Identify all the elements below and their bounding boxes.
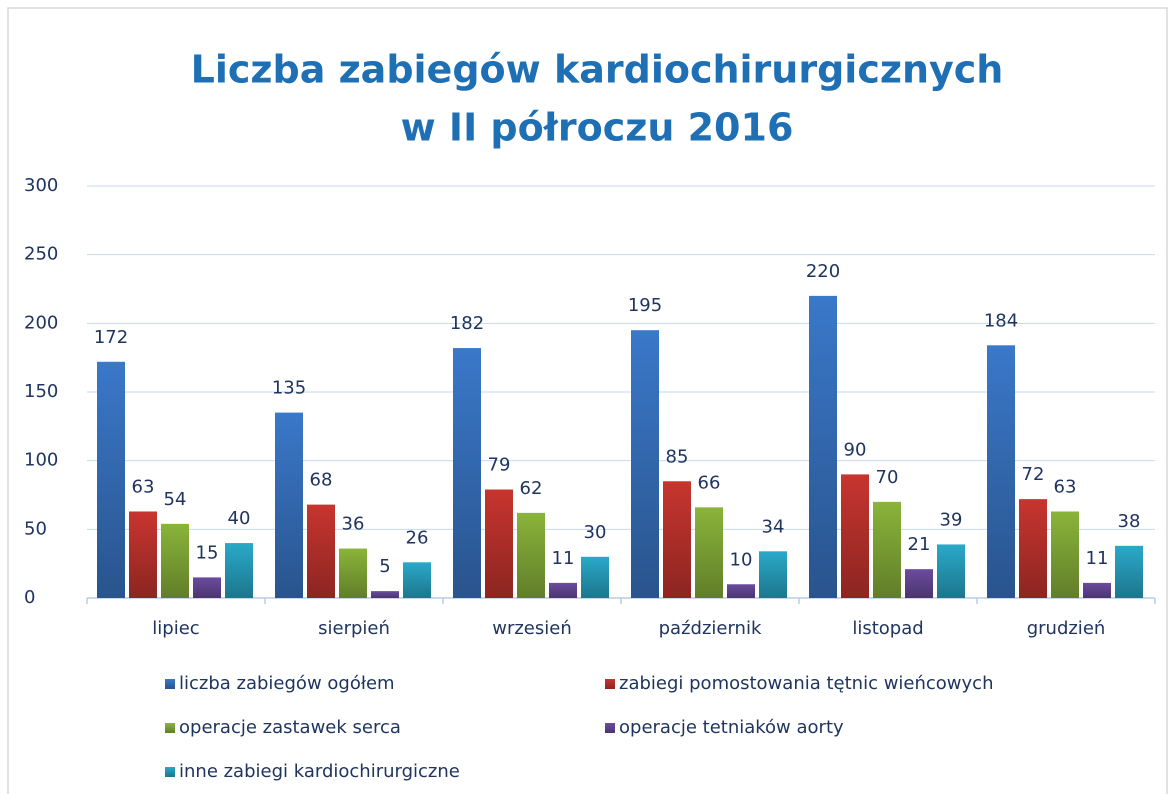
legend-swatch xyxy=(605,723,615,733)
data-label: 26 xyxy=(406,527,429,548)
data-label: 30 xyxy=(584,522,607,543)
bar xyxy=(873,501,901,598)
data-label: 182 xyxy=(450,313,484,334)
data-label: 5 xyxy=(379,556,390,577)
y-tick-label: 250 xyxy=(24,244,58,265)
bar xyxy=(307,504,335,598)
legend-swatch xyxy=(165,679,175,689)
y-tick-label: 300 xyxy=(24,175,58,196)
legend-label: zabiegi pomostowania tętnic wieńcowych xyxy=(619,673,993,694)
x-tick-label: grudzień xyxy=(1027,618,1106,639)
bar xyxy=(937,544,965,598)
bar xyxy=(905,569,933,598)
data-label: 10 xyxy=(730,549,753,570)
data-label: 172 xyxy=(94,327,128,348)
x-tick-label: listopad xyxy=(852,618,923,639)
x-tick-label: wrzesień xyxy=(492,618,572,639)
bar xyxy=(727,584,755,598)
legend-label: operacje tetniaków aorty xyxy=(619,717,844,738)
bar xyxy=(987,345,1015,598)
bar xyxy=(759,551,787,598)
data-label: 68 xyxy=(310,470,333,491)
legend-swatch xyxy=(165,767,175,777)
bar xyxy=(225,543,253,598)
data-label: 90 xyxy=(844,439,867,460)
x-tick-label: sierpień xyxy=(318,618,390,639)
legend-swatch xyxy=(605,679,615,689)
bar xyxy=(371,591,399,598)
data-label: 38 xyxy=(1118,511,1141,532)
bar xyxy=(485,489,513,598)
y-tick-label: 100 xyxy=(24,450,58,471)
data-label: 70 xyxy=(876,467,899,488)
data-label: 72 xyxy=(1022,464,1045,485)
bar xyxy=(695,507,723,598)
bar xyxy=(339,548,367,598)
data-label: 21 xyxy=(908,534,931,555)
x-tick-label: lipiec xyxy=(152,618,199,639)
bar xyxy=(809,295,837,598)
legend-swatch xyxy=(165,723,175,733)
bar xyxy=(193,577,221,598)
data-label: 79 xyxy=(488,455,511,476)
bar xyxy=(161,523,189,598)
bar xyxy=(403,562,431,598)
x-tick-label: październik xyxy=(659,618,762,639)
data-label: 220 xyxy=(806,261,840,282)
data-label: 11 xyxy=(552,548,575,569)
bar xyxy=(1019,499,1047,598)
data-label: 85 xyxy=(666,446,689,467)
y-tick-label: 50 xyxy=(24,518,47,539)
bar xyxy=(517,512,545,598)
data-label: 34 xyxy=(762,516,785,537)
legend-label: inne zabiegi kardiochirurgiczne xyxy=(179,761,460,782)
data-label: 54 xyxy=(164,489,187,510)
data-label: 40 xyxy=(228,508,251,529)
bar xyxy=(1115,545,1143,598)
data-label: 15 xyxy=(196,542,219,563)
data-label: 184 xyxy=(984,310,1018,331)
bar xyxy=(1083,582,1111,598)
chart-title: Liczba zabiegów kardiochirurgicznych xyxy=(191,48,1004,92)
data-label: 62 xyxy=(520,478,543,499)
data-label: 63 xyxy=(1054,476,1077,497)
chart-title: w II półroczu 2016 xyxy=(401,106,794,150)
y-tick-label: 0 xyxy=(24,587,35,608)
bar xyxy=(1051,511,1079,598)
bar xyxy=(275,412,303,598)
data-label: 135 xyxy=(272,378,306,399)
data-label: 66 xyxy=(698,472,721,493)
bar xyxy=(663,481,691,598)
bar xyxy=(129,511,157,598)
chart-frame xyxy=(7,7,1168,794)
legend-label: liczba zabiegów ogółem xyxy=(179,673,395,694)
bar xyxy=(581,556,609,598)
bar xyxy=(453,348,481,598)
data-label: 195 xyxy=(628,295,662,316)
data-label: 63 xyxy=(132,476,155,497)
legend-label: operacje zastawek serca xyxy=(179,717,401,738)
y-tick-label: 150 xyxy=(24,381,58,402)
data-label: 39 xyxy=(940,509,963,530)
data-label: 11 xyxy=(1086,548,1109,569)
data-label: 36 xyxy=(342,514,365,535)
y-tick-label: 200 xyxy=(24,312,58,333)
bar xyxy=(631,330,659,598)
bar xyxy=(841,474,869,598)
bar xyxy=(97,361,125,598)
bar xyxy=(549,582,577,598)
